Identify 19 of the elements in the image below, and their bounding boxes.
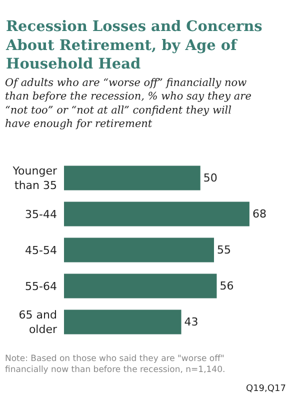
bar [64, 202, 250, 226]
data-label: 55 [217, 244, 231, 256]
text: Q19,Q17 [246, 384, 286, 394]
data-label: 56 [220, 280, 234, 292]
y-tick-label: 55-64 [25, 280, 57, 293]
bar [64, 166, 200, 190]
y-tick-label: Younger than 35 [12, 164, 58, 192]
text: Note: Based on those who said they are "worse off" financially now than before the recession, n=1,140. [5, 354, 226, 376]
data-label: 68 [252, 208, 266, 220]
bar [64, 238, 214, 262]
bar [64, 274, 217, 298]
data-label: 43 [184, 316, 198, 328]
data-label: 50 [203, 172, 218, 184]
y-tick-label: 65 and older [18, 308, 58, 336]
y-tick-label: 45-54 [25, 244, 57, 257]
y-tick-label: 35-44 [25, 208, 57, 221]
bar [64, 310, 182, 334]
chart-title: Recession Losses and Concerns About Retirement, by Age of Household Head [5, 18, 262, 73]
chart-subtitle: Of adults who are “worse off” financially now than before the recession, % who say they are “not too” or “not at all” confident they will have enough for retirement [5, 77, 252, 130]
